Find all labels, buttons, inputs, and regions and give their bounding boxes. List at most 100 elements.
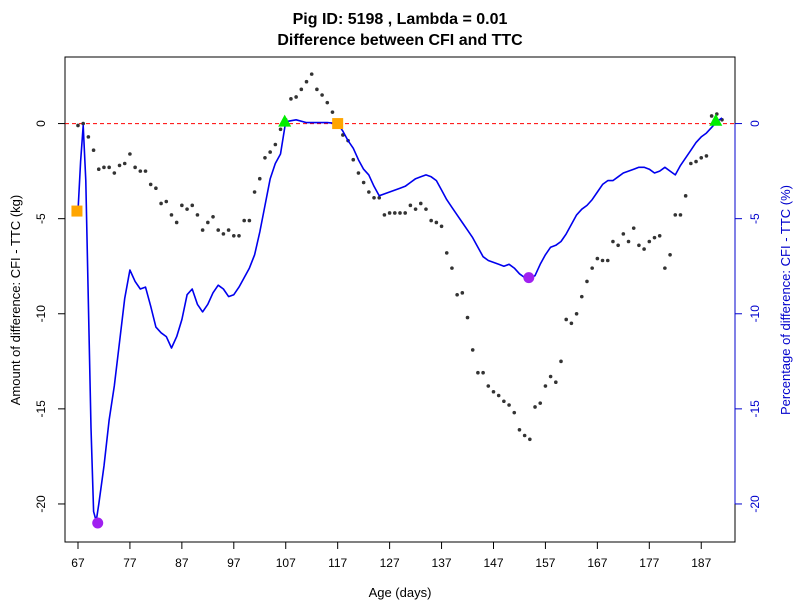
y-axis-right: 0 -5 -10 -15 -20 [734,120,762,513]
data-point [444,251,449,255]
data-point [299,87,304,92]
data-point [325,100,330,105]
data-point [231,233,236,238]
data-point [247,218,252,223]
data-point [216,228,221,232]
difference-points [76,72,724,442]
y-left-tick-label: -10 [34,305,48,323]
data-point [522,433,527,438]
data-point [294,95,298,99]
data-point [206,220,210,225]
data-point [507,403,511,407]
data-point [133,165,137,170]
x-axis: 67 77 87 97 107 117 127 137 147 157 167 177 187 [71,541,712,570]
data-point [169,213,174,217]
markers [71,113,723,529]
y-axis-left-label: Amount of difference: CFI - TTC (kg) [8,195,23,405]
y-left-tick-label: -20 [34,495,48,513]
data-point [465,315,470,320]
x-tick-label: 137 [432,556,452,570]
data-point [408,203,413,208]
chart-title: Pig ID: 5198 , Lambda = 0.01 [293,11,508,28]
data-point [476,370,480,375]
data-point [221,232,226,236]
data-point [382,213,387,217]
data-point [704,154,709,158]
data-point [268,150,272,154]
data-point [548,374,553,379]
data-point [579,294,584,299]
data-point [304,79,309,84]
data-point [154,186,158,191]
data-point [96,167,101,172]
data-point [180,203,184,208]
data-point [600,258,605,263]
circle-marker [92,517,104,529]
percentage-curve [77,117,723,522]
data-point [481,370,485,375]
data-point [351,157,356,162]
x-tick-label: 107 [276,556,296,570]
data-point [611,239,615,244]
data-point [86,135,91,139]
x-tick-label: 177 [639,556,659,570]
data-point [486,384,491,388]
data-point [621,232,626,236]
data-point [107,165,111,170]
data-point [538,401,543,405]
data-point [512,410,517,415]
data-point [91,148,96,152]
percentage-line [77,117,723,522]
data-point [190,203,195,208]
data-point [102,165,106,170]
data-point [377,195,382,200]
data-point [367,190,371,194]
y-left-tick-label: 0 [34,120,48,127]
data-point [637,243,641,248]
data-point [128,152,132,156]
data-point [496,393,501,398]
data-point [195,213,200,217]
data-point [683,194,688,198]
data-point [663,266,667,270]
data-point [200,228,205,232]
data-point [554,380,558,385]
data-point [148,182,153,187]
data-point [117,163,122,168]
data-point [673,213,678,217]
y-right-tick-label: 0 [748,120,762,127]
data-point [143,169,148,173]
data-point [450,266,454,270]
triangle-marker [278,114,292,127]
data-point [647,239,652,244]
data-point [517,427,522,432]
triangle-marker [709,113,723,126]
data-point [289,97,293,101]
data-point [569,321,574,326]
data-point [372,195,376,200]
data-point [226,228,231,232]
y-right-tick-label: -15 [748,400,762,418]
data-point [491,389,496,394]
data-point [413,207,418,211]
y-axis-left: 0 -5 -10 -15 -20 [34,120,66,513]
data-point [356,171,361,175]
data-point [434,220,439,225]
data-point [403,211,407,215]
data-point [315,87,319,92]
data-point [418,201,423,206]
data-point [502,399,506,404]
data-point [361,180,366,185]
data-point [631,226,636,230]
data-point [393,211,397,215]
y-left-tick-label: -5 [34,213,48,224]
data-point [174,220,179,225]
data-point [138,169,143,173]
x-tick-label: 67 [71,556,85,570]
x-axis-label: Age (days) [369,585,432,600]
data-point [81,121,85,126]
data-point [694,159,698,164]
x-tick-label: 157 [535,556,555,570]
x-tick-label: 147 [483,556,503,570]
